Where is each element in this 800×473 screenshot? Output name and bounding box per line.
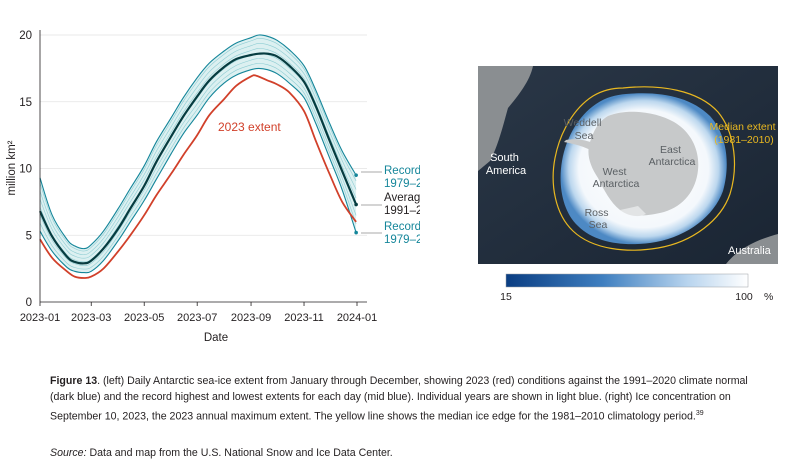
map-label-west-antarctica: West Antarctica [593, 166, 640, 190]
antarctic-peninsula [564, 139, 596, 152]
grid-layer [40, 34, 367, 236]
y-tick-label: 0 [26, 297, 32, 309]
concentration-colorbar: 15 100 % [500, 273, 773, 303]
source-text: Data and map from the U.S. National Snow… [86, 447, 393, 459]
annotation-average: Average 1991–2020 [384, 192, 420, 217]
sea-ice-extent-chart: 0 5 10 15 20 2023-01 2023-03 2023-05 2023-07 2023… [6, 30, 420, 344]
antarctic-ice-concentration-map: Weddell Sea South America East Antarctic… [478, 66, 778, 264]
source-label: Source: [50, 447, 87, 459]
series-2023-extent [39, 74, 357, 279]
australia-landmass [726, 234, 778, 264]
annotation-2023-extent: 2023 extent [218, 120, 281, 134]
x-tick-label: 2023-11 [284, 312, 324, 324]
caption-reference: 39 [695, 409, 704, 417]
figure-source: Source: Data and map from the U.S. Natio… [50, 447, 765, 459]
colorbar-unit-label: % [764, 291, 773, 303]
series-record-low [39, 67, 357, 274]
x-tick-label: 2023-01 [20, 312, 60, 324]
colorbar-max-label: 100 [735, 291, 753, 303]
individual-years-band [39, 34, 357, 273]
average-endpoint [354, 202, 358, 207]
colorbar-gradient [505, 273, 749, 288]
x-axis-label: Date [204, 332, 228, 344]
x-tick-label: 2023-05 [124, 312, 164, 324]
colorbar-min-label: 15 [500, 291, 512, 303]
annotation-leaders [361, 171, 382, 234]
individual-year-line [39, 37, 357, 252]
map-label-south-america: South America [486, 152, 527, 177]
map-label-median-extent: Median extent (1981–2010) [710, 121, 778, 146]
individual-year-line [39, 48, 357, 259]
map-label-weddell: Weddell Sea [564, 117, 605, 142]
antarctica-landmass [588, 111, 699, 216]
x-tick-label: 2023-03 [71, 312, 111, 324]
median-extent-line [552, 86, 736, 251]
x-tick-label: 2024-01 [337, 312, 377, 324]
annotation-record-high: Record high 1979–2022 [384, 165, 420, 190]
record-low-endpoint [354, 230, 358, 235]
south-america-landmass [478, 66, 533, 171]
x-tick-label: 2023-07 [177, 312, 217, 324]
map-label-ross: Ross Sea [585, 207, 612, 231]
axis-layer: 0 5 10 15 20 2023-01 2023-03 2023-05 2023-07 2023… [19, 30, 377, 324]
figure-label: Figure 13 [50, 375, 98, 387]
series-layer [39, 34, 358, 279]
map-label-east-antarctica: East Antarctica [649, 144, 696, 168]
individual-year-line [39, 42, 357, 255]
figure-caption: Figure 13. (left) Daily Antarctic sea-ic… [50, 373, 765, 425]
y-tick-label: 15 [19, 97, 32, 109]
caption-text: . (left) Daily Antarctic sea-ice extent … [50, 375, 748, 423]
map-label-australia: Australia [728, 245, 772, 257]
series-record-high [39, 34, 357, 250]
annotation-record-low: Record low 1979–2022 [384, 221, 420, 246]
y-tick-label: 10 [19, 164, 32, 176]
series-average-1991-2020 [39, 52, 358, 265]
individual-years-fill [40, 34, 357, 273]
y-axis-label: million km² [6, 140, 18, 195]
individual-year-line [39, 63, 357, 270]
individual-year-line [39, 58, 357, 266]
x-tick-label: 2023-09 [231, 312, 271, 324]
y-tick-label: 20 [19, 30, 32, 42]
ross-ice-shelf [620, 206, 646, 217]
record-high-endpoint [354, 173, 358, 177]
y-tick-label: 5 [26, 230, 32, 242]
